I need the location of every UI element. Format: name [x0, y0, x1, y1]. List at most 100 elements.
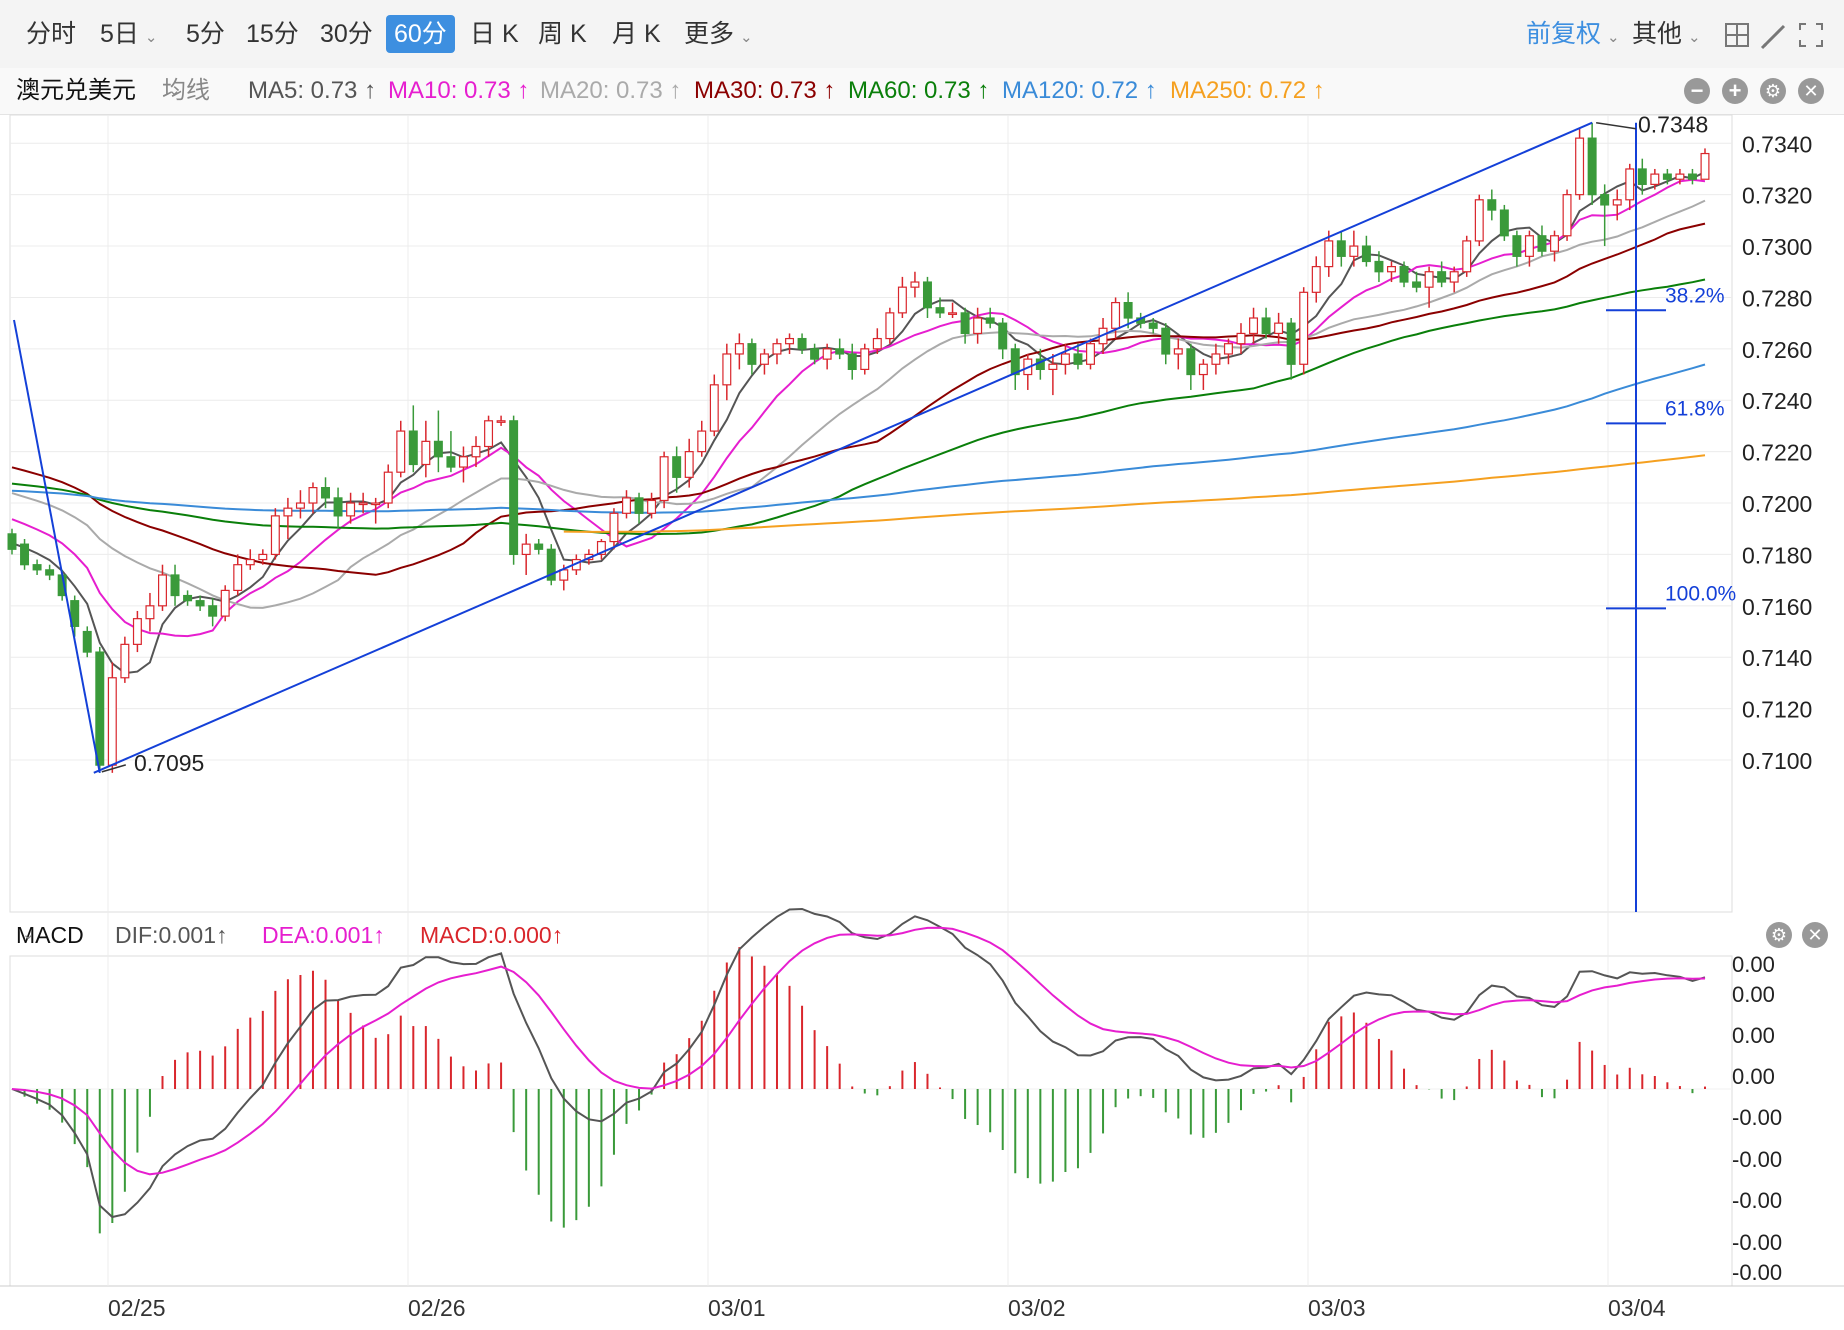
candle — [1499, 209, 1509, 237]
tab-label: 月 K — [612, 20, 661, 48]
candle — [1412, 281, 1422, 288]
gear-icon[interactable]: ⚙ — [1760, 78, 1786, 104]
candle — [82, 630, 92, 653]
close-icon[interactable]: ✕ — [1798, 78, 1824, 104]
candle — [145, 605, 155, 620]
candle — [634, 497, 644, 514]
high-arrow — [1596, 121, 1637, 130]
price-tick-label: 0.7180 — [1742, 542, 1812, 568]
candle — [684, 451, 694, 478]
ma-legend-item: MA20: 0.73 ↑ — [540, 77, 682, 104]
candle — [847, 353, 857, 371]
price-tick-label: 0.7240 — [1742, 388, 1812, 414]
candle — [1650, 173, 1660, 185]
macd-frame — [9, 955, 1733, 1287]
ma-line-10 — [11, 178, 1706, 638]
candle — [183, 594, 193, 602]
candle — [1687, 173, 1697, 180]
trend-line — [13, 319, 101, 774]
date-tick-label: 03/04 — [1608, 1295, 1666, 1321]
tab-7[interactable]: 周 K — [530, 15, 595, 53]
candle — [1437, 271, 1447, 283]
date-tick-label: 02/26 — [408, 1295, 466, 1321]
candle — [208, 605, 218, 617]
candle — [948, 312, 958, 315]
candle — [1637, 168, 1647, 185]
adjust-dropdown[interactable]: 前复权 ⌄ — [1526, 20, 1620, 48]
candle — [785, 337, 795, 345]
ma-legend-item: MA10: 0.73 ↑ — [388, 77, 530, 104]
candle — [321, 487, 331, 499]
candle — [270, 515, 280, 556]
candle — [1537, 235, 1547, 252]
date-tick-label: 03/02 — [1008, 1295, 1066, 1321]
macd-tick-label: -0.00 — [1732, 1147, 1782, 1172]
tab-label: 60分 — [394, 20, 447, 48]
candle — [1449, 271, 1459, 283]
trend-line — [93, 121, 1593, 774]
candle — [709, 384, 719, 432]
high-label: 0.7348 — [1638, 112, 1708, 138]
candle — [1236, 332, 1246, 345]
chevron-down-icon: ⌄ — [740, 29, 753, 46]
tab-label: 周 K — [538, 20, 587, 48]
dif-line — [11, 907, 1706, 1219]
ma-legend-item: MA250: 0.72 ↑ — [1170, 77, 1325, 104]
candle — [596, 540, 606, 556]
candle — [446, 456, 456, 468]
candle — [1462, 240, 1472, 273]
tab-8[interactable]: 月 K — [604, 15, 669, 53]
candle — [346, 502, 356, 517]
candle — [496, 420, 506, 423]
candle — [1612, 199, 1622, 206]
candle — [170, 574, 180, 597]
other-dropdown[interactable]: 其他 ⌄ — [1632, 20, 1701, 48]
candle — [998, 322, 1008, 350]
tab-0[interactable]: 分时 — [18, 15, 84, 53]
fib-label: 61.8% — [1665, 397, 1725, 420]
candle — [1386, 266, 1396, 273]
candle — [1148, 322, 1158, 329]
plus-icon[interactable]: + — [1722, 78, 1748, 104]
tab-4[interactable]: 30分 — [312, 15, 381, 53]
candle — [1336, 240, 1346, 257]
tab-1[interactable]: 5日 ⌄ — [92, 15, 165, 53]
candle — [20, 543, 30, 566]
chevron-down-icon: ⌄ — [1607, 29, 1620, 46]
candle — [383, 471, 393, 504]
tab-3[interactable]: 15分 — [238, 15, 307, 53]
candle — [747, 343, 757, 365]
close-icon[interactable]: ✕ — [1802, 922, 1828, 948]
gear-icon[interactable]: ⚙ — [1766, 922, 1792, 948]
tab-6[interactable]: 日 K — [462, 15, 527, 53]
macd-tick-label: -0.00 — [1732, 1105, 1782, 1130]
price-tick-label: 0.7300 — [1742, 234, 1812, 260]
macd-tick-label: -0.00 — [1732, 1230, 1782, 1255]
candle — [258, 553, 268, 561]
candle — [371, 502, 381, 506]
candle — [935, 307, 945, 314]
candle — [396, 430, 406, 473]
tab-2[interactable]: 5分 — [178, 15, 233, 53]
candle — [1361, 245, 1371, 263]
tab-5[interactable]: 60分 — [386, 15, 455, 53]
candle — [897, 286, 907, 314]
candle — [333, 497, 343, 517]
price-tick-label: 0.7100 — [1742, 748, 1812, 774]
price-tick-label: 0.7320 — [1742, 183, 1812, 209]
candle — [1311, 266, 1321, 293]
minus-icon[interactable]: − — [1684, 78, 1710, 104]
price-tick-label: 0.7280 — [1742, 285, 1812, 311]
candle — [158, 574, 167, 607]
candle — [622, 497, 631, 514]
candle — [835, 348, 845, 355]
candle — [1700, 152, 1710, 180]
candle — [283, 507, 293, 517]
candle — [722, 353, 732, 386]
fib-label: 100.0% — [1665, 582, 1736, 605]
tab-9[interactable]: 更多 ⌄ — [676, 15, 761, 53]
ma-line-30 — [11, 222, 1706, 576]
candle — [1662, 173, 1672, 180]
ma-legend-item: MA60: 0.73 ↑ — [848, 77, 990, 104]
